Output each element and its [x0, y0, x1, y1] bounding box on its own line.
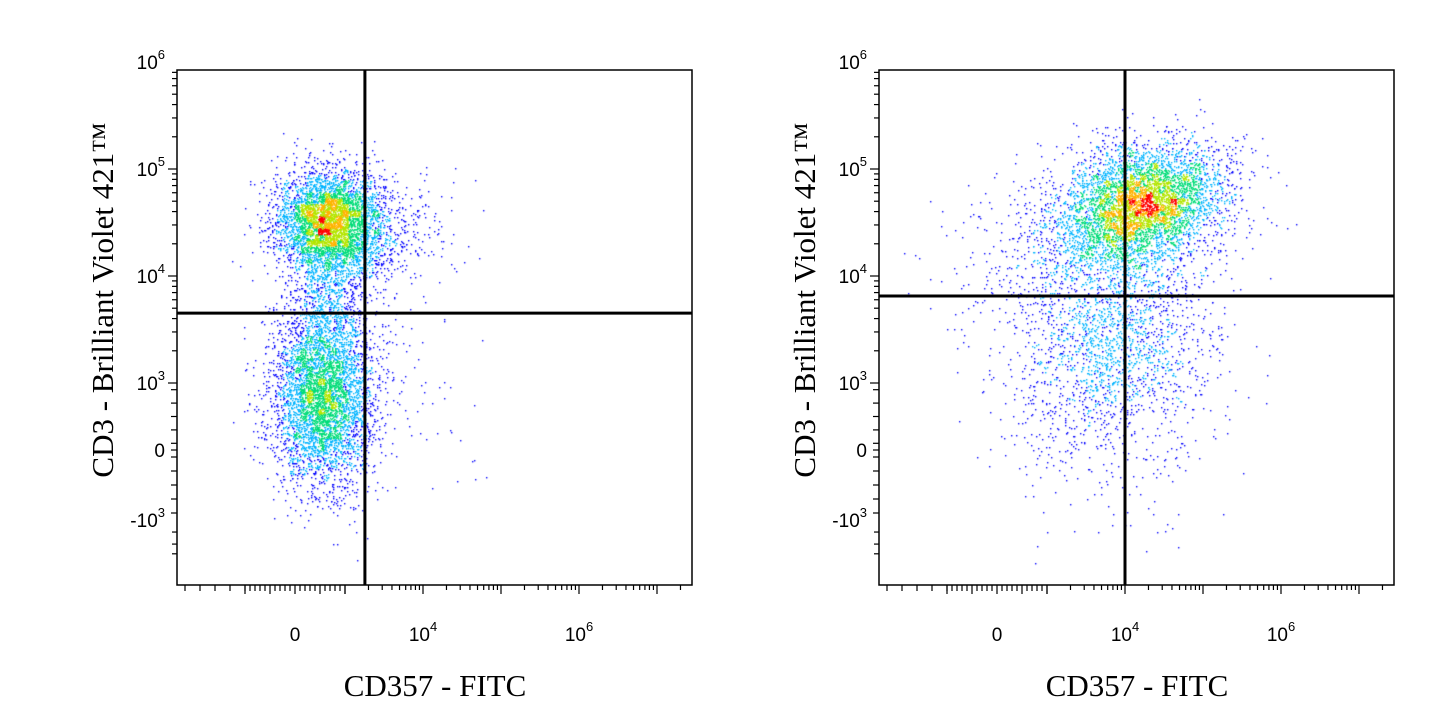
x-tick-label: 106 — [565, 619, 593, 646]
plot-frame — [878, 69, 1395, 586]
plot-svg-left: 106 105 104 103 0 -103 0 104 106 — [130, 47, 693, 646]
plot-frame — [176, 69, 693, 586]
x-tick-label: 104 — [409, 619, 437, 646]
y-tick-label: 103 — [137, 368, 165, 395]
x-axis-ticks — [184, 585, 682, 594]
plot-panel-right: 106 105 104 103 0 -103 0 104 106 CD3 - Brilliant… — [702, 0, 1424, 723]
y-tick-label: 0 — [154, 441, 165, 462]
density-point-cloud — [879, 70, 1394, 585]
y-tick-label: 104 — [839, 261, 867, 288]
y-tick-label: 106 — [839, 47, 867, 74]
y-axis-title-right: CD3 - Brilliant Violet 421™ — [787, 122, 822, 478]
y-tick-label: 0 — [856, 441, 867, 462]
x-tick-label: 106 — [1267, 619, 1295, 646]
y-tick-label: -103 — [832, 505, 867, 532]
y-tick-label: 104 — [137, 261, 165, 288]
y-tick-label: 103 — [839, 368, 867, 395]
y-axis-ticks — [168, 71, 177, 555]
x-tick-label: 0 — [992, 625, 1003, 646]
y-tick-label: 105 — [839, 154, 867, 181]
y-tick-label: -103 — [130, 505, 165, 532]
plot-panel-left: 106 105 104 103 0 -103 0 104 106 CD3 - Brilliant… — [0, 0, 722, 723]
plot-svg-right: 106 105 104 103 0 -103 0 104 106 — [832, 47, 1395, 646]
y-axis-title-left: CD3 - Brilliant Violet 421™ — [85, 122, 120, 478]
y-tick-label: 106 — [137, 47, 165, 74]
density-point-cloud — [177, 70, 692, 585]
x-axis-ticks — [886, 585, 1384, 594]
x-axis-title-right: CD357 - FITC — [1045, 668, 1229, 703]
x-tick-label: 0 — [290, 625, 301, 646]
x-tick-label: 104 — [1111, 619, 1139, 646]
y-tick-label: 105 — [137, 154, 165, 181]
y-axis-ticks — [870, 71, 879, 555]
x-axis-title-left: CD357 - FITC — [343, 668, 527, 703]
